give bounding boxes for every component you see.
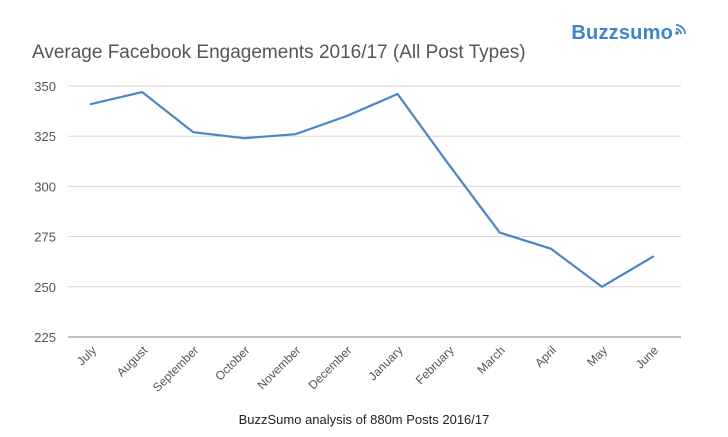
wifi-signal-icon <box>675 23 686 35</box>
series-line <box>89 90 655 288</box>
x-tick-label: May <box>584 343 610 369</box>
x-tick-label: January <box>366 343 406 383</box>
brand-logo: Buzzsumo <box>571 22 688 45</box>
x-tick-label: February <box>413 343 457 387</box>
x-tick-label: October <box>212 343 252 383</box>
y-tick-label: 325 <box>34 129 56 144</box>
x-tick-label: June <box>633 343 662 372</box>
x-axis-ticks: July August September October November Decemb… <box>74 343 661 395</box>
y-tick-label: 250 <box>34 280 56 295</box>
x-tick-label: July <box>74 343 99 368</box>
x-tick-label: April <box>532 343 559 370</box>
chart-caption: BuzzSumo analysis of 880m Posts 2016/17 <box>238 412 490 427</box>
gridlines <box>68 85 681 338</box>
y-tick-label: 225 <box>34 330 56 345</box>
brand-name: Buzzsumo <box>571 22 673 44</box>
chart-title: Average Facebook Engagements 2016/17 (Al… <box>32 42 526 63</box>
y-tick-label: 300 <box>34 179 56 194</box>
y-tick-label: 350 <box>34 79 56 94</box>
y-tick-label: 275 <box>34 230 56 245</box>
x-tick-label: August <box>114 343 151 380</box>
x-tick-label: September <box>150 343 201 394</box>
series-layer <box>89 90 655 288</box>
x-tick-label: March <box>474 343 507 376</box>
x-tick-label: December <box>306 343 355 392</box>
x-tick-label: November <box>254 343 303 392</box>
y-axis-ticks: 225 250 275 300 325 350 <box>34 79 56 345</box>
